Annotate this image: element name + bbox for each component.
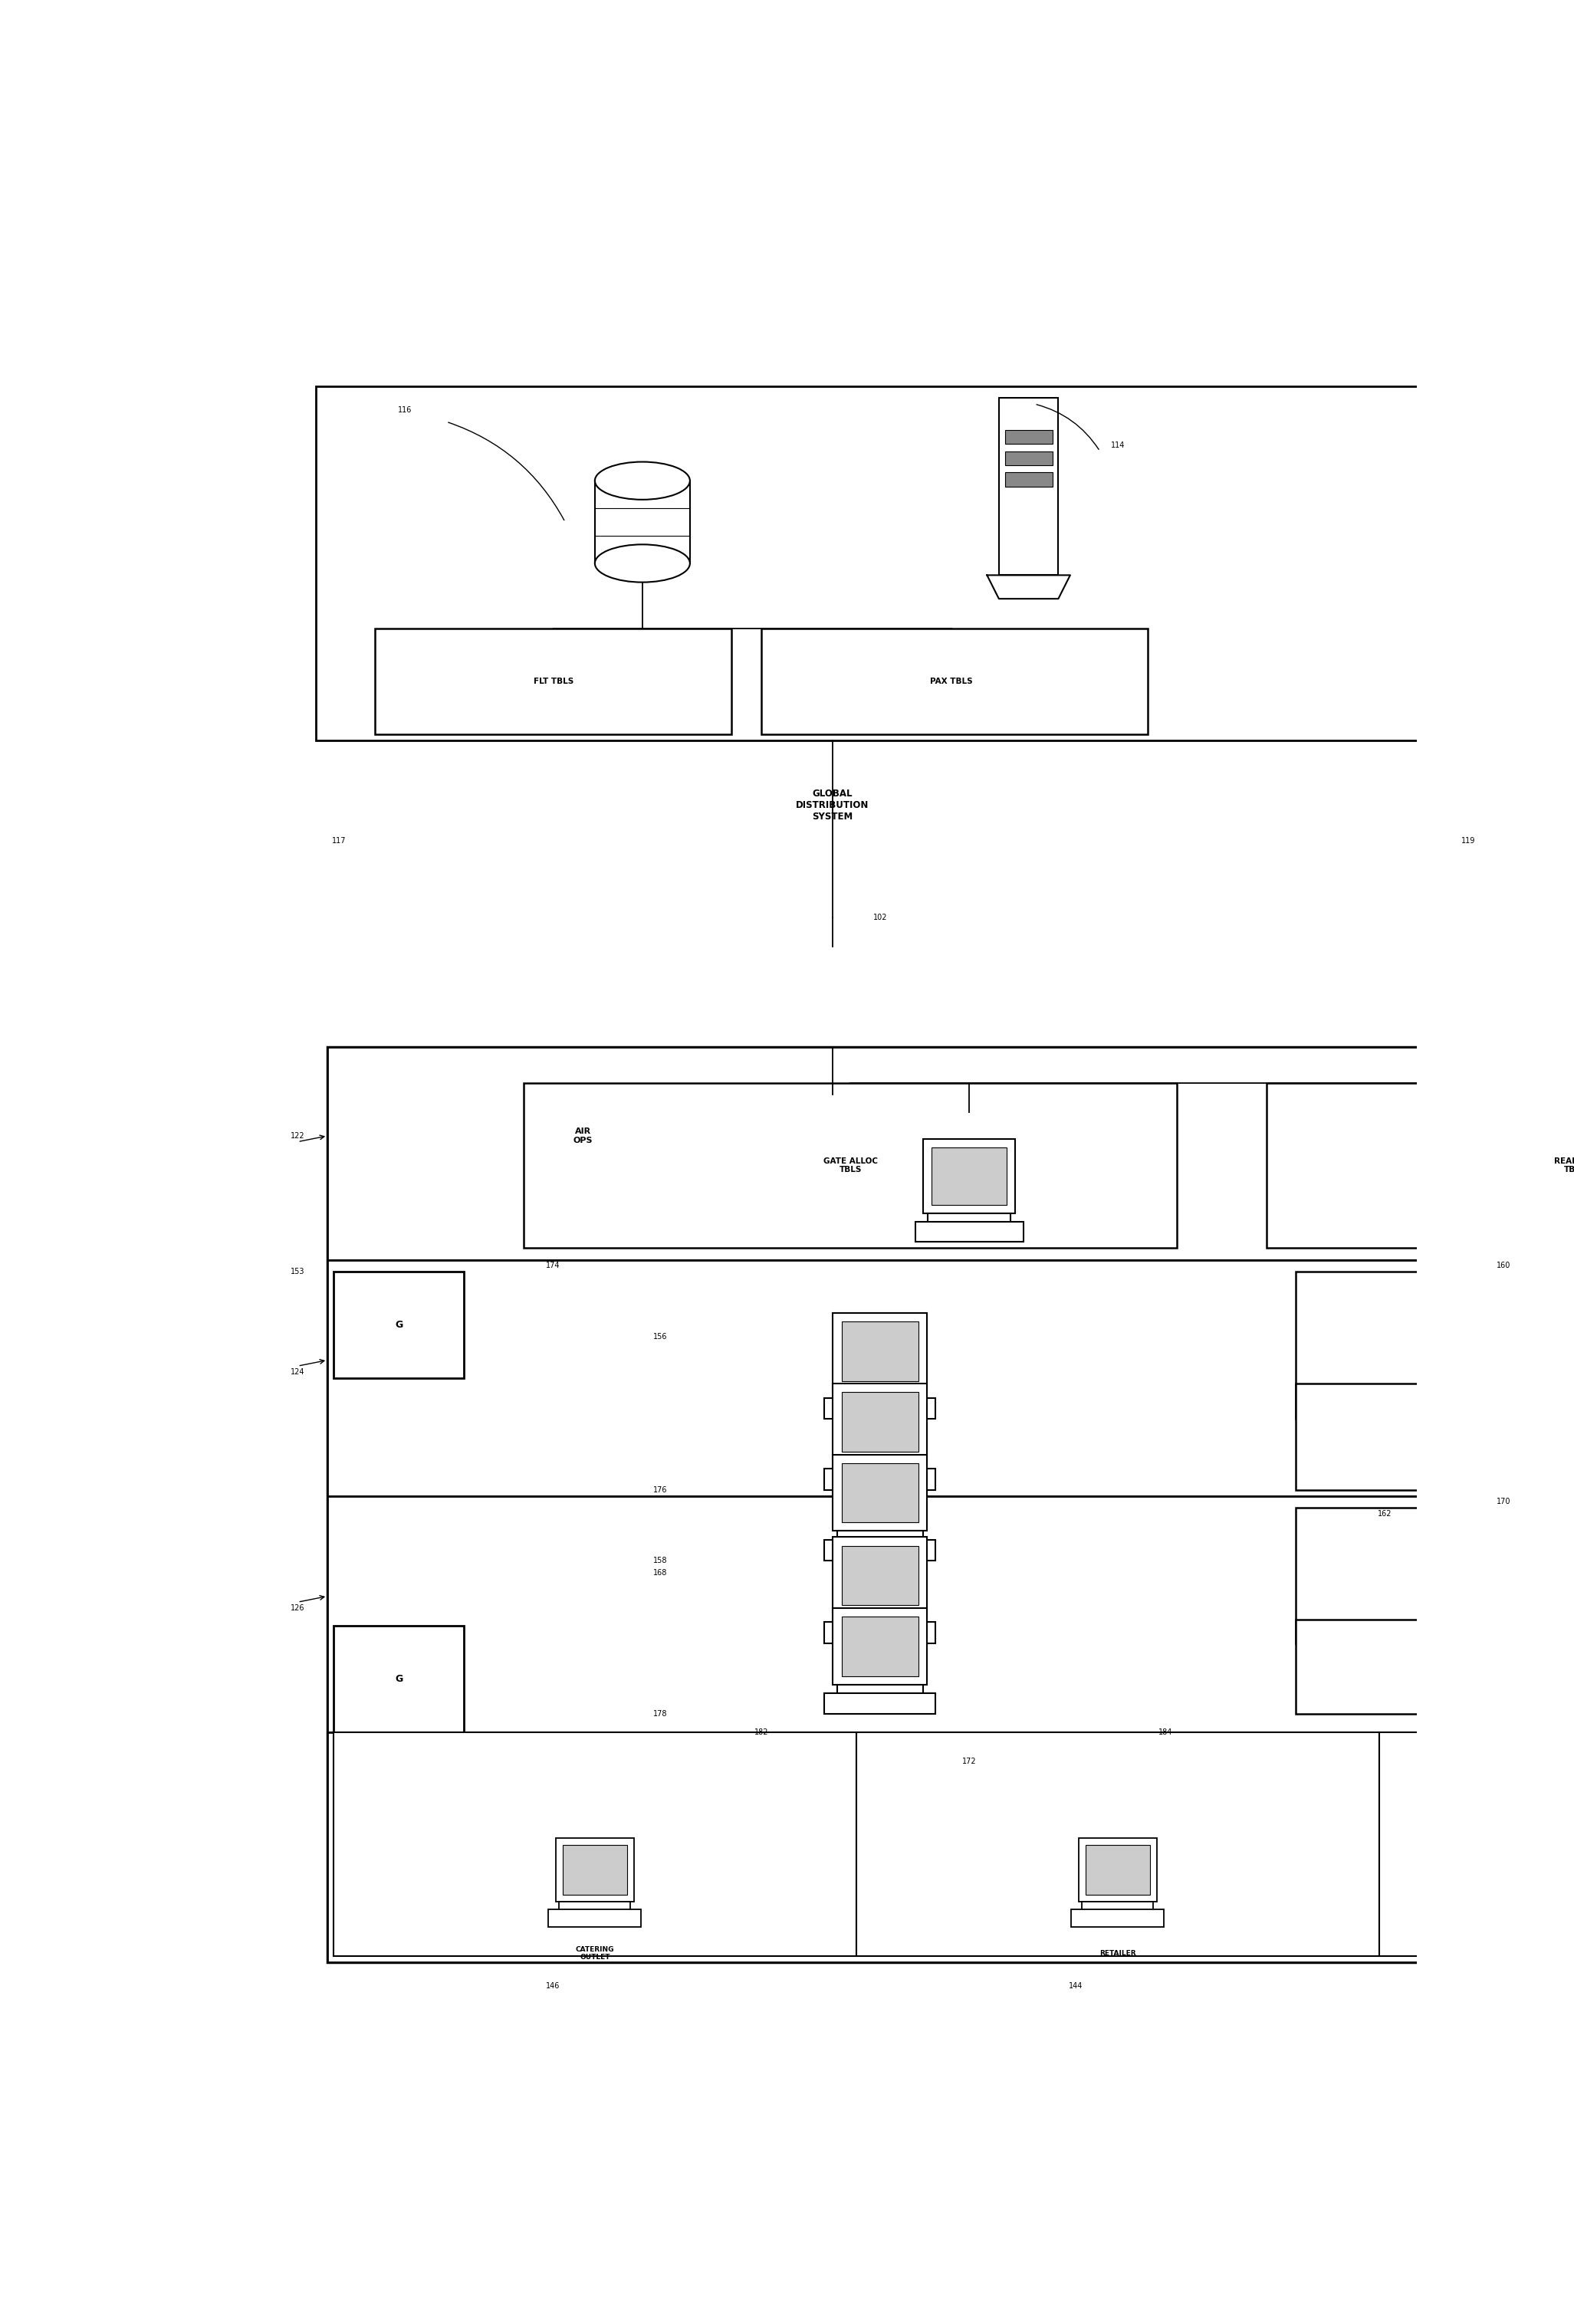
Bar [327,1048,1574,1260]
Bar [1004,472,1053,486]
Text: 162: 162 [1377,1511,1391,1518]
Bar [334,1627,464,1731]
Bar [524,1083,1177,1248]
Text: G: G [395,1320,403,1329]
Bar [825,1622,935,1643]
Bar [842,1545,919,1606]
Ellipse shape [595,462,689,500]
Text: 158: 158 [653,1557,667,1564]
Text: FLT TBLS: FLT TBLS [534,679,573,686]
Bar [1295,1271,1574,1420]
Bar [837,1459,922,1478]
Bar [842,1464,919,1522]
Ellipse shape [595,544,689,583]
Bar [842,1392,919,1452]
Bar [556,1838,634,1901]
Bar [856,1731,1379,1957]
Bar [825,1399,935,1420]
Bar [837,1613,922,1631]
Text: 146: 146 [546,1982,560,1989]
Text: 116: 116 [398,407,412,414]
Text: 122: 122 [291,1132,305,1139]
Text: 119: 119 [1461,837,1475,844]
Bar [833,1455,927,1532]
Bar [1072,1908,1165,1927]
Bar [1004,451,1053,465]
Bar [842,1618,919,1676]
Bar [842,1322,919,1380]
Text: 182: 182 [754,1729,768,1736]
Bar [1004,430,1053,444]
Bar [327,1048,1574,1961]
Bar [1379,1731,1574,1957]
Bar [825,1692,935,1715]
Bar [1081,1901,1154,1915]
Bar [595,481,689,562]
Text: 144: 144 [1069,1982,1083,1989]
Bar [1295,1620,1574,1715]
Bar [1078,1838,1157,1901]
Bar [1265,1083,1574,1248]
Text: RETAILER: RETAILER [1100,1950,1136,1957]
Bar [924,1139,1015,1213]
Bar [315,386,1475,741]
Bar [334,1731,856,1957]
Bar [327,1731,1574,1961]
Text: 114: 114 [1111,442,1125,449]
Bar [825,1538,935,1562]
Text: 126: 126 [291,1604,305,1613]
Bar [1295,1508,1574,1643]
Bar [334,1271,464,1378]
Text: CATERING
OUTLET: CATERING OUTLET [576,1945,614,1961]
Ellipse shape [1480,1090,1574,1134]
Bar [833,1536,927,1613]
Text: GLOBAL
DISTRIBUTION
SYSTEM: GLOBAL DISTRIBUTION SYSTEM [796,788,869,823]
Bar [837,1390,922,1406]
Bar [548,1908,641,1927]
Bar [932,1148,1007,1204]
Bar [833,1313,927,1390]
Text: 156: 156 [653,1332,667,1341]
Text: 153: 153 [291,1269,305,1276]
Bar [1295,1383,1574,1490]
Text: 168: 168 [653,1569,667,1576]
Bar [837,1532,922,1548]
Bar [837,1685,922,1701]
Text: 102: 102 [874,913,888,920]
Bar [559,1901,631,1915]
Text: G: G [395,1673,403,1685]
Bar [1480,1113,1574,1195]
Bar [927,1213,1011,1229]
Bar [762,627,1147,734]
Text: 170: 170 [1497,1499,1511,1506]
Bar [999,397,1058,574]
Text: 176: 176 [653,1485,667,1494]
Text: 172: 172 [962,1757,976,1766]
Text: 124: 124 [291,1369,305,1376]
Text: 178: 178 [653,1710,667,1717]
Text: 160: 160 [1497,1262,1511,1269]
Bar [1086,1845,1151,1894]
Text: PAX TBLS: PAX TBLS [930,679,973,686]
Ellipse shape [1480,1174,1574,1215]
Bar [825,1469,935,1490]
Bar [327,1260,1574,1497]
Bar [833,1608,927,1685]
Text: AIR
OPS: AIR OPS [573,1127,593,1143]
Text: 184: 184 [1158,1729,1173,1736]
Bar [327,1497,1574,1731]
Text: 117: 117 [332,837,346,844]
Bar [914,1222,1023,1241]
Bar [833,1383,927,1459]
Bar [563,1845,626,1894]
Text: GATE ALLOC
TBLS: GATE ALLOC TBLS [823,1157,878,1174]
Text: 174: 174 [546,1262,560,1269]
Text: REAL PAX
TBLS: REAL PAX TBLS [1554,1157,1574,1174]
Bar [375,627,732,734]
